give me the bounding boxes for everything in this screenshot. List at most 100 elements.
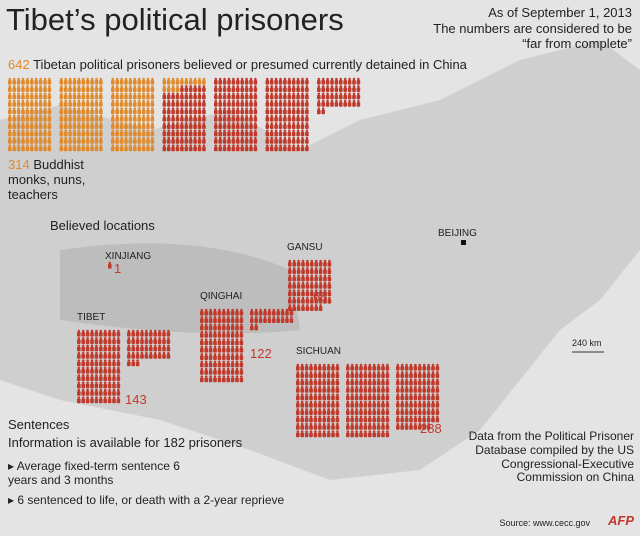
prisoner-icon bbox=[217, 325, 222, 331]
prisoner-icon bbox=[278, 102, 283, 107]
prisoner-icon bbox=[239, 333, 244, 338]
prisoner-head bbox=[240, 353, 243, 356]
prisoner-icon bbox=[327, 284, 332, 289]
prisoner-head bbox=[99, 366, 103, 370]
prisoner-head bbox=[259, 308, 262, 312]
prisoner-icon bbox=[90, 102, 94, 107]
prisoner-head bbox=[297, 304, 300, 307]
prisoner-icon bbox=[318, 402, 322, 408]
prisoner-icon bbox=[347, 102, 352, 107]
prisoner-icon bbox=[85, 102, 90, 107]
prisoner-head bbox=[189, 99, 192, 103]
total-line: 642 Tibetan political prisoners believed… bbox=[8, 57, 467, 73]
prisoner-icon bbox=[400, 417, 404, 423]
prisoner-head bbox=[235, 375, 239, 378]
prisoner-icon bbox=[296, 87, 300, 92]
prisoner-head bbox=[227, 99, 231, 103]
prisoner-icon bbox=[43, 139, 47, 144]
prisoner-head bbox=[414, 385, 417, 389]
prisoner-head bbox=[64, 129, 67, 133]
prisoner-icon bbox=[90, 339, 94, 344]
prisoner-head bbox=[245, 85, 248, 88]
prisoner-head bbox=[129, 129, 132, 133]
prisoner-head bbox=[327, 400, 330, 404]
prisoner-head bbox=[90, 99, 94, 103]
prisoner-head bbox=[81, 329, 85, 333]
prisoner-icon bbox=[150, 139, 155, 144]
prisoner-head bbox=[314, 371, 317, 374]
prisoner-icon bbox=[296, 261, 301, 267]
prisoner-head bbox=[292, 107, 295, 110]
prisoner-head bbox=[21, 136, 25, 140]
prisoner-icon bbox=[413, 373, 418, 378]
prisoner-icon bbox=[352, 79, 356, 85]
prisoner-icon bbox=[236, 131, 240, 137]
prisoner-head bbox=[90, 366, 94, 370]
prisoner-head bbox=[17, 136, 20, 140]
prisoner-head bbox=[34, 129, 38, 133]
prisoner-icon bbox=[94, 368, 99, 374]
prisoner-head bbox=[339, 85, 343, 88]
prisoner-head bbox=[185, 136, 188, 140]
prisoner-head bbox=[86, 107, 89, 110]
prisoner-head bbox=[300, 430, 304, 433]
prisoner-icon bbox=[314, 269, 318, 274]
prisoner-head bbox=[331, 371, 335, 374]
prisoner-icon bbox=[94, 146, 99, 152]
prisoner-head bbox=[292, 304, 296, 307]
prisoner-head bbox=[254, 99, 257, 103]
prisoner-head bbox=[176, 122, 179, 125]
prisoner-head bbox=[314, 296, 318, 300]
prisoner-head bbox=[73, 122, 76, 125]
prisoner-head bbox=[81, 366, 85, 370]
prisoner-head bbox=[227, 77, 231, 81]
prisoner-icon bbox=[381, 417, 385, 423]
prisoner-head bbox=[318, 378, 322, 382]
prisoner-icon bbox=[304, 380, 309, 386]
prisoner-head bbox=[198, 107, 201, 110]
prisoner-icon bbox=[227, 131, 231, 137]
prisoner-head bbox=[95, 129, 98, 133]
prisoner-head bbox=[328, 274, 331, 278]
prisoner-head bbox=[270, 99, 273, 103]
prisoner-head bbox=[288, 267, 292, 270]
prisoner-head bbox=[314, 289, 318, 292]
prisoner-head bbox=[274, 92, 278, 96]
prisoner-icon bbox=[409, 373, 413, 378]
prisoner-icon bbox=[135, 354, 140, 359]
prisoner-head bbox=[202, 114, 206, 118]
prisoner-icon bbox=[426, 373, 431, 378]
prisoner-head bbox=[26, 122, 29, 125]
prisoner-head bbox=[427, 408, 430, 411]
prisoner-head bbox=[30, 136, 34, 140]
prisoner-icon bbox=[413, 388, 418, 393]
prisoner-icon bbox=[376, 380, 381, 386]
prisoner-icon bbox=[309, 373, 313, 378]
prisoner-icon bbox=[226, 347, 230, 353]
prisoner-icon bbox=[119, 79, 124, 85]
prisoner-head bbox=[99, 329, 103, 333]
prisoner-head bbox=[209, 338, 212, 341]
prisoner-icon bbox=[214, 79, 218, 85]
prisoner-icon bbox=[85, 146, 90, 152]
prisoner-icon bbox=[208, 325, 213, 331]
prisoner-head bbox=[64, 77, 67, 81]
prisoner-head bbox=[231, 375, 234, 378]
prisoner-head bbox=[17, 77, 20, 81]
prisoner-head bbox=[180, 144, 184, 147]
prisoner-icon bbox=[230, 310, 235, 316]
region-count: 68 bbox=[313, 289, 328, 304]
prisoner-icon bbox=[272, 310, 276, 316]
prisoner-head bbox=[292, 144, 295, 147]
prisoner-icon bbox=[230, 318, 235, 323]
prisoner-icon bbox=[249, 102, 253, 107]
prisoner-icon bbox=[300, 131, 305, 137]
prisoner-icon bbox=[313, 425, 318, 430]
prisoner-head bbox=[231, 367, 234, 371]
prisoner-icon bbox=[115, 131, 119, 137]
prisoner-icon bbox=[146, 139, 150, 144]
prisoner-head bbox=[270, 144, 273, 147]
prisoner-icon bbox=[354, 417, 359, 423]
prisoner-head bbox=[176, 92, 179, 96]
prisoner-icon bbox=[34, 124, 38, 129]
